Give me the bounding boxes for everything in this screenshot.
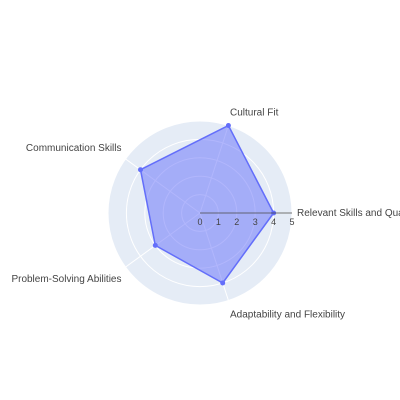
axis-label-3: Communication Skills	[26, 143, 122, 154]
data-point-4[interactable]	[152, 242, 158, 248]
radial-tick-label: 2	[234, 217, 239, 227]
data-point-2[interactable]	[225, 123, 231, 128]
axis-label-1: Relevant Skills and Qualifications	[297, 208, 400, 219]
radial-tick-label: 3	[253, 217, 258, 227]
radial-tick-layer: 0 1 2 3 4 5	[197, 212, 295, 227]
radial-tick-label: 5	[289, 217, 294, 227]
axis-label-layer: Relevant Skills and Qualifications Cultur…	[11, 108, 400, 321]
axis-label-2: Cultural Fit	[230, 108, 279, 119]
data-point-5[interactable]	[220, 280, 226, 286]
axis-label-4: Problem-Solving Abilities	[11, 274, 121, 285]
axis-label-5: Adaptability and Flexibility	[230, 309, 345, 320]
radial-tick-label: 1	[216, 217, 221, 227]
radial-tick-label: 0	[197, 217, 202, 227]
radial-tick-label: 4	[271, 217, 276, 227]
series-layer	[138, 123, 277, 286]
series-1-area	[139, 124, 275, 284]
data-point-3[interactable]	[138, 167, 143, 173]
